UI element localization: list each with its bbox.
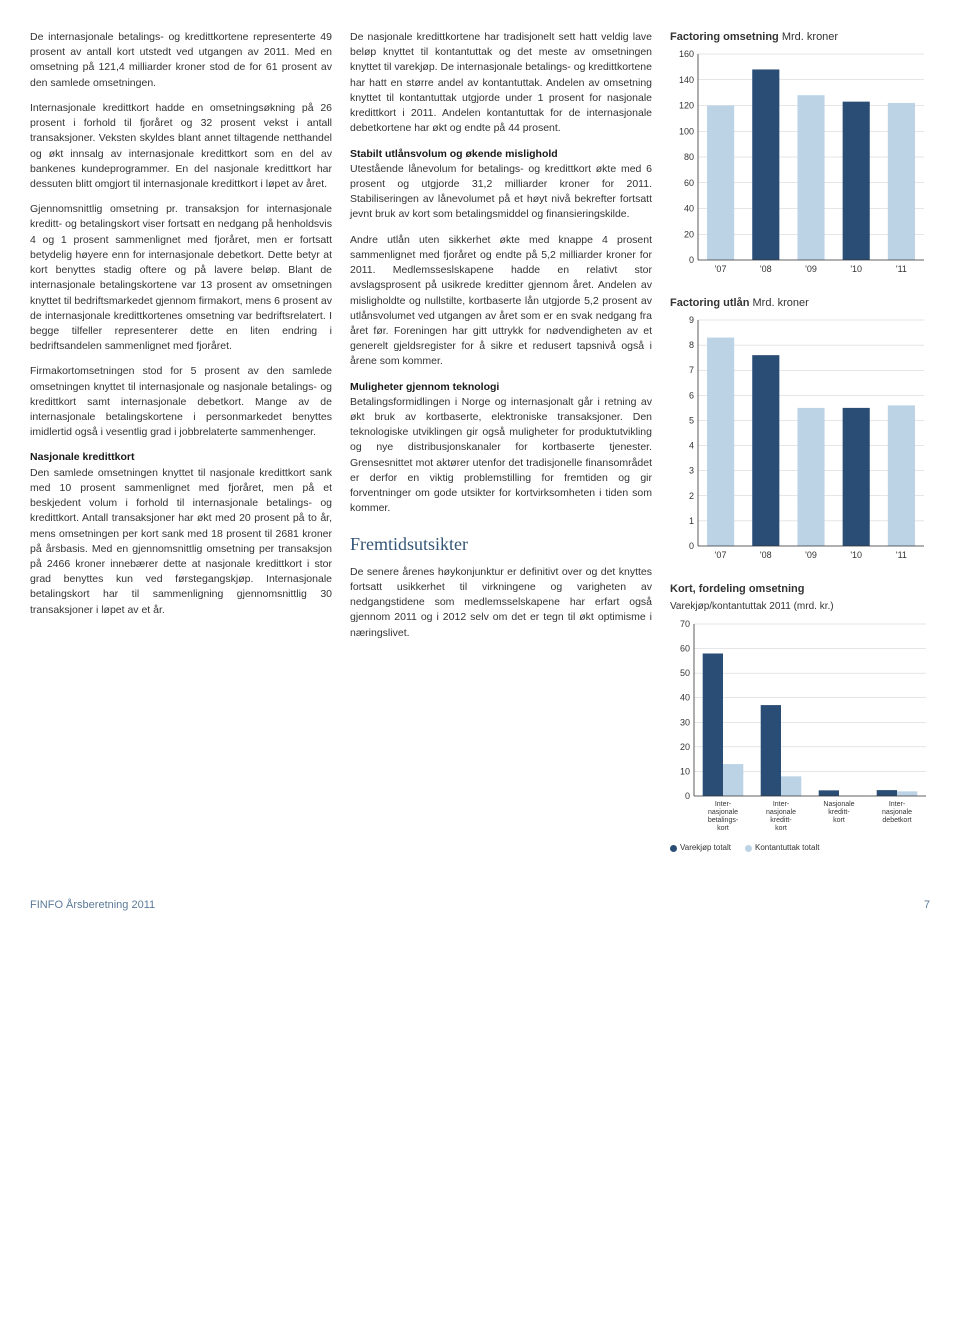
svg-text:'07: '07 [715,550,727,560]
subheading: Nasjonale kredittkort [30,450,332,465]
chart-factoring-omsetning: Factoring omsetning Mrd. kroner 0 20 40 60 8… [670,30,930,278]
svg-text:120: 120 [679,100,694,110]
page-content: De internasjonale betalings- og kredittk… [30,30,930,872]
chart-kort-fordeling: Kort, fordeling omsetning Varekjøp/konta… [670,582,930,854]
paragraph: Utestående lånevolum for betalings- og k… [350,162,652,223]
svg-text:3: 3 [689,466,694,476]
svg-text:100: 100 [679,126,694,136]
svg-text:'10: '10 [850,550,862,560]
chart-title-text: Kort, fordeling omsetning [670,582,930,598]
svg-text:10: 10 [680,767,690,777]
svg-text:40: 40 [680,693,690,703]
chart-svg: 0 20 40 60 80 100 120 140 160 '07 '08 '09 '10 '11 [670,48,930,278]
svg-text:40: 40 [684,203,694,213]
svg-text:160: 160 [679,49,694,59]
svg-text:50: 50 [680,668,690,678]
svg-text:1: 1 [689,516,694,526]
svg-text:Inter-: Inter- [773,801,790,808]
svg-text:'10: '10 [850,264,862,274]
paragraph: Betalingsformidlingen i Norge og interna… [350,395,652,517]
paragraph: Den samlede omsetningen knyttet til nasj… [30,466,332,618]
chart-factoring-utlan: Factoring utlån Mrd. kroner 0 1 2 3 4 5 6 7 8 9 '0… [670,296,930,564]
svg-text:betalings-: betalings- [708,817,739,824]
svg-text:2: 2 [689,491,694,501]
svg-text:nasjonale: nasjonale [882,809,912,816]
svg-text:4: 4 [689,440,694,450]
svg-text:60: 60 [684,178,694,188]
svg-text:kreditt-: kreditt- [828,809,850,816]
subheading: Stabilt utlånsvolum og økende mislighold [350,147,652,162]
svg-text:kreditt-: kreditt- [770,817,792,824]
svg-text:'11: '11 [896,264,907,274]
svg-text:kort: kort [833,817,845,824]
svg-text:20: 20 [680,742,690,752]
paragraph: Firmakortomsetningen stod for 5 prosent … [30,364,332,440]
svg-text:Inter-: Inter- [715,801,732,808]
chart-legend: Varekjøp totaltKontantuttak totalt [670,842,930,854]
svg-text:80: 80 [684,152,694,162]
svg-text:nasjonale: nasjonale [766,809,796,816]
text-column-2: De nasjonale kredittkortene har tradisjo… [350,30,652,872]
svg-text:7: 7 [689,365,694,375]
subheading: Muligheter gjennom teknologi [350,380,652,395]
svg-text:'09: '09 [805,550,817,560]
svg-text:0: 0 [689,541,694,551]
svg-text:Nasjonale: Nasjonale [823,801,854,808]
chart-unit: Mrd. kroner [782,31,838,43]
svg-text:Inter-: Inter- [889,801,906,808]
svg-text:30: 30 [680,718,690,728]
charts-column: Factoring omsetning Mrd. kroner 02040608… [670,30,930,872]
svg-text:kort: kort [775,825,787,832]
svg-text:kort: kort [717,825,729,832]
svg-text:'08: '08 [760,550,772,560]
svg-text:9: 9 [689,315,694,325]
svg-text:'09: '09 [805,264,817,274]
svg-text:nasjonale: nasjonale [708,809,738,816]
paragraph: De senere årenes høykonjunktur er defini… [350,565,652,641]
svg-text:'08: '08 [760,264,772,274]
text-column-1: De internasjonale betalings- og kredittk… [30,30,332,872]
chart-title-text: Factoring utlån [670,297,749,309]
footer-page-number: 7 [924,898,930,914]
section-heading: Fremtidsutsikter [350,531,652,557]
footer-left: FINFO Årsberetning 2011 [30,898,155,914]
chart-svg: 0 1 2 3 4 5 6 7 8 9 '07 '08 '09 '10 '11 [670,314,930,564]
chart-svg: 010203040506070Inter-nasjonalebetalings-… [670,618,930,838]
svg-text:5: 5 [689,415,694,425]
chart-title-text: Factoring omsetning [670,31,779,43]
svg-text:6: 6 [689,390,694,400]
svg-text:'07: '07 [715,264,727,274]
svg-text:8: 8 [689,340,694,350]
svg-text:60: 60 [680,644,690,654]
svg-text:140: 140 [679,75,694,85]
svg-text:20: 20 [684,229,694,239]
svg-text:0: 0 [685,791,690,801]
paragraph: De nasjonale kredittkortene har tradisjo… [350,30,652,137]
chart-unit: Mrd. kroner [753,297,809,309]
paragraph: De internasjonale betalings- og kredittk… [30,30,332,91]
paragraph: Gjennomsnittlig omsetning pr. transaksjo… [30,202,332,354]
paragraph: Internasjonale kredittkort hadde en omse… [30,101,332,192]
svg-text:70: 70 [680,619,690,629]
svg-text:debetkort: debetkort [882,817,911,824]
paragraph: Andre utlån uten sikkerhet økte med knap… [350,233,652,370]
svg-text:0: 0 [689,255,694,265]
chart-subtitle: Varekjøp/kontantuttak 2011 (mrd. kr.) [670,600,930,615]
page-footer: FINFO Årsberetning 2011 7 [30,898,930,914]
svg-text:'11: '11 [896,550,907,560]
